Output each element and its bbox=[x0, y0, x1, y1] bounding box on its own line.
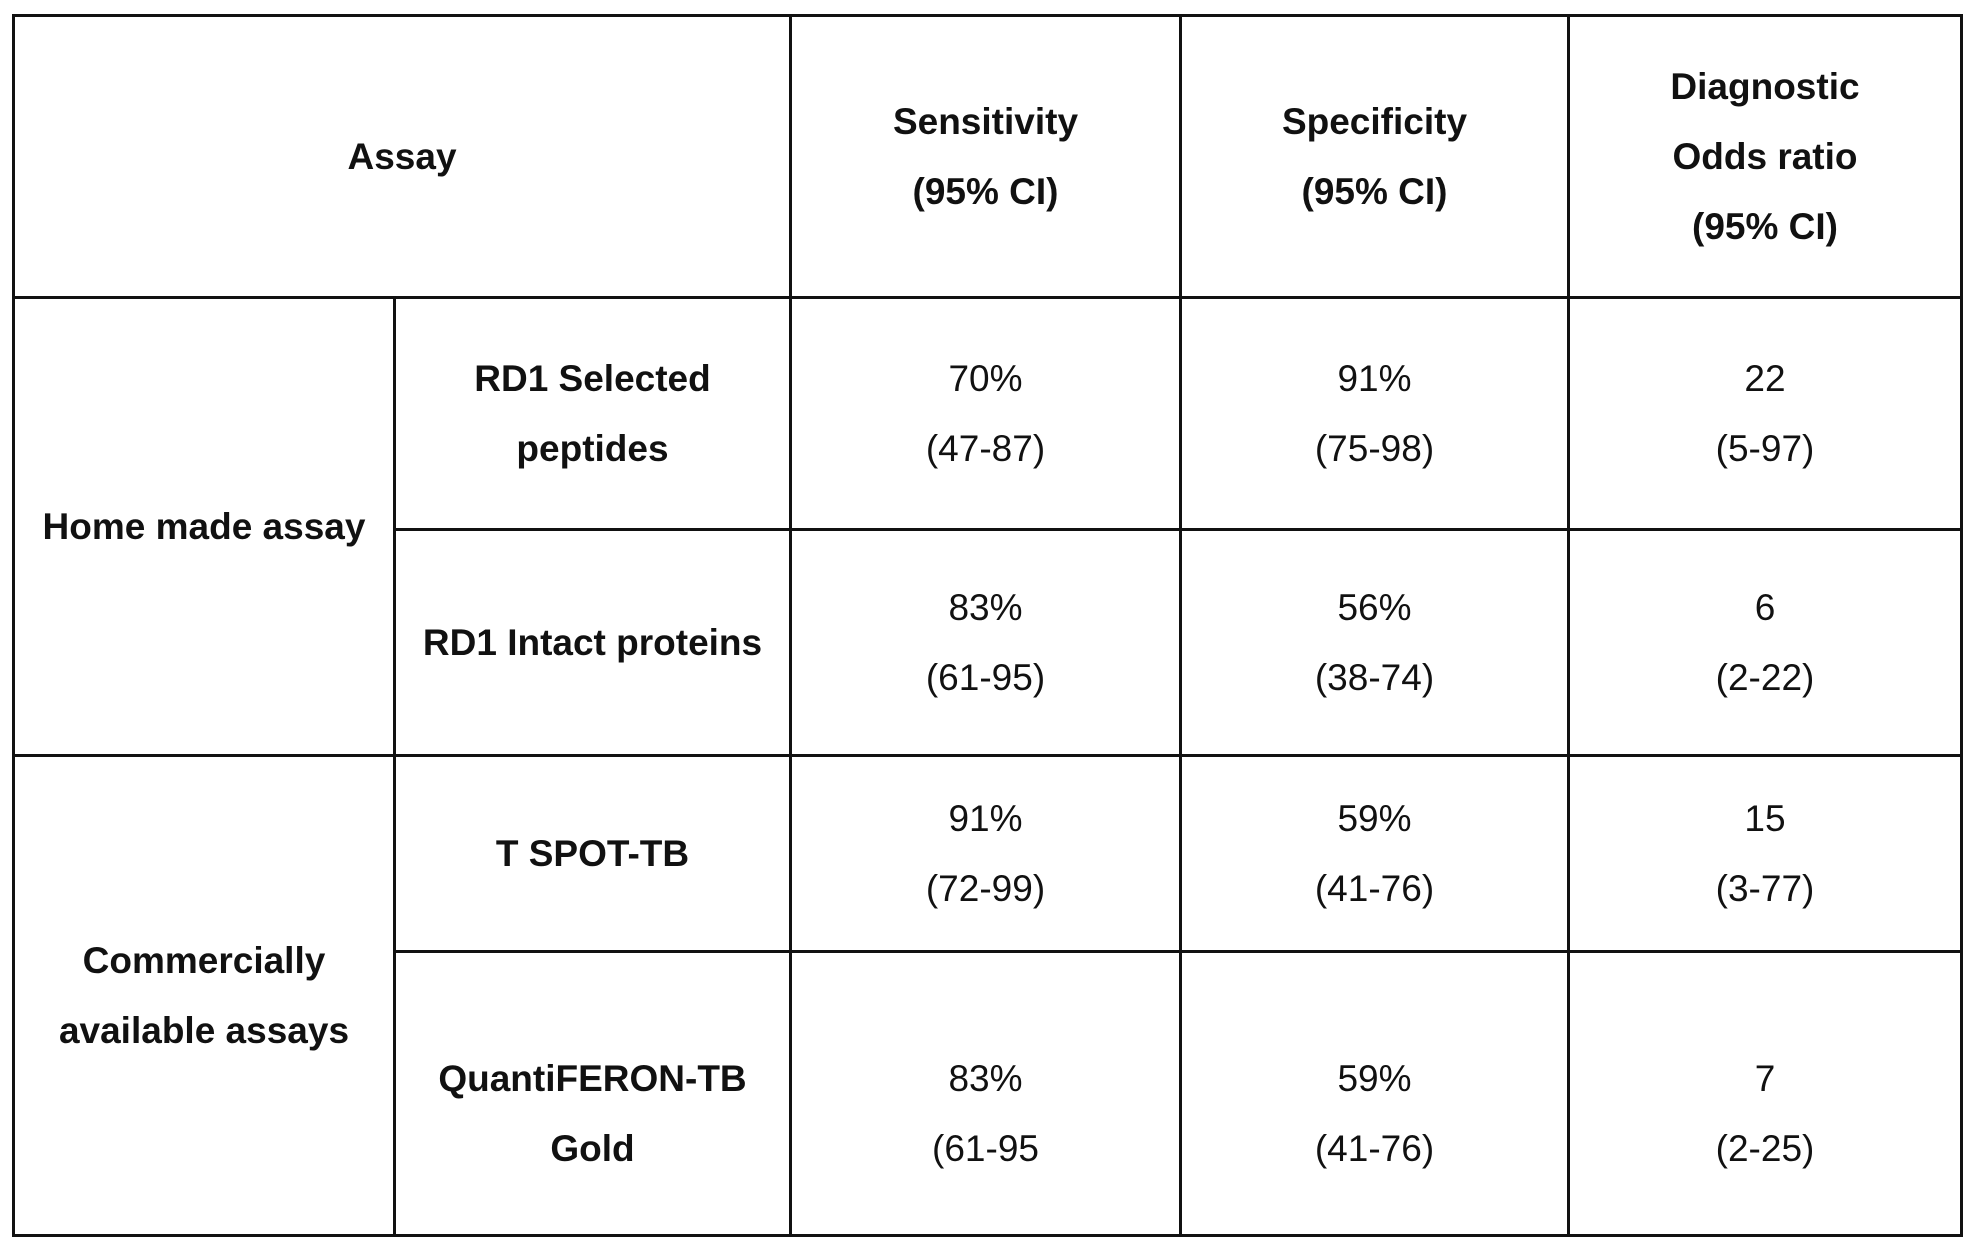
assay-name: QuantiFERON-TB Gold bbox=[395, 952, 791, 1236]
assay-comparison-table: Assay Sensitivity (95% CI) Specificity (… bbox=[12, 14, 1963, 1237]
assay-name: T SPOT-TB bbox=[395, 756, 791, 952]
sensitivity-cell: 91% (72-99) bbox=[791, 756, 1181, 952]
header-row: Assay Sensitivity (95% CI) Specificity (… bbox=[14, 16, 1962, 298]
odds-ratio-cell: 15 (3-77) bbox=[1569, 756, 1962, 952]
odds-ratio-cell: 6 (2-22) bbox=[1569, 530, 1962, 756]
table-row: Home made assay RD1 Selected peptides 70… bbox=[14, 298, 1962, 530]
group-label-commercial: Commercially available assays bbox=[14, 756, 395, 1236]
table-row: Commercially available assays T SPOT-TB … bbox=[14, 756, 1962, 952]
sensitivity-cell: 70% (47-87) bbox=[791, 298, 1181, 530]
specificity-cell: 59% (41-76) bbox=[1181, 952, 1569, 1236]
header-sensitivity: Sensitivity (95% CI) bbox=[791, 16, 1181, 298]
sensitivity-cell: 83% (61-95) bbox=[791, 530, 1181, 756]
odds-ratio-cell: 22 (5-97) bbox=[1569, 298, 1962, 530]
assay-name: RD1 Intact proteins bbox=[395, 530, 791, 756]
header-specificity: Specificity (95% CI) bbox=[1181, 16, 1569, 298]
odds-ratio-cell: 7 (2-25) bbox=[1569, 952, 1962, 1236]
specificity-cell: 91% (75-98) bbox=[1181, 298, 1569, 530]
sensitivity-cell: 83% (61-95 bbox=[791, 952, 1181, 1236]
assay-name: RD1 Selected peptides bbox=[395, 298, 791, 530]
specificity-cell: 56% (38-74) bbox=[1181, 530, 1569, 756]
group-label-home-made: Home made assay bbox=[14, 298, 395, 756]
header-odds-ratio: Diagnostic Odds ratio (95% CI) bbox=[1569, 16, 1962, 298]
header-assay: Assay bbox=[14, 16, 791, 298]
specificity-cell: 59% (41-76) bbox=[1181, 756, 1569, 952]
